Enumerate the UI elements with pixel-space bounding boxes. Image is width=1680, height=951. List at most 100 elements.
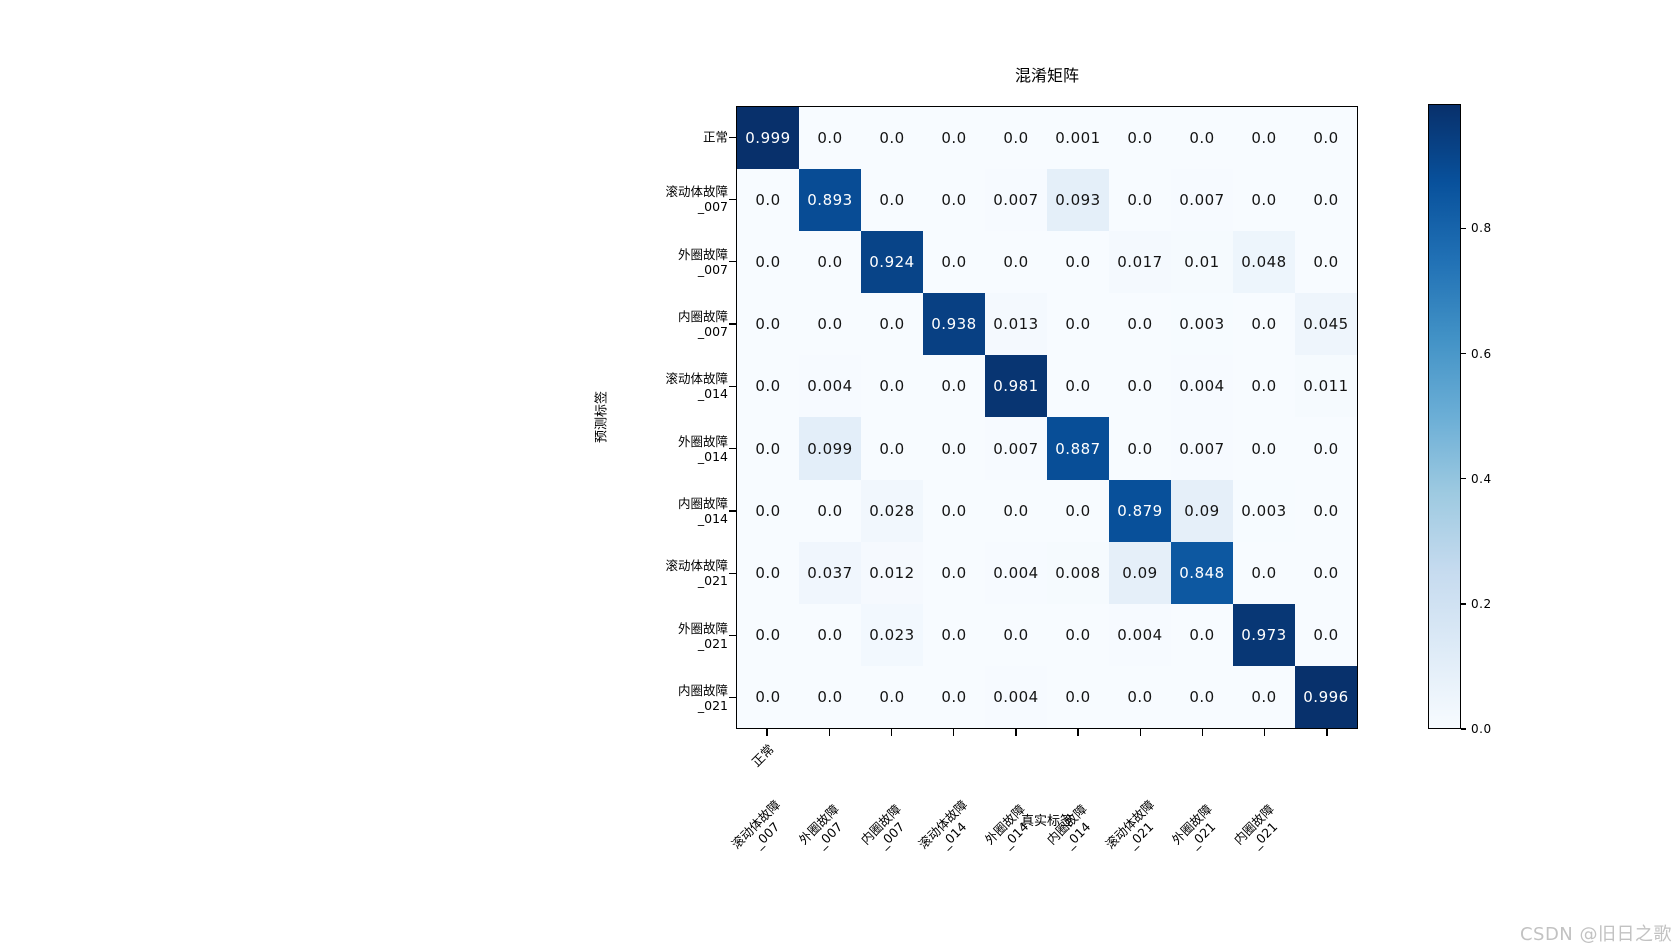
matrix-cell-r0c0: 0.999 [737, 107, 799, 170]
figure-title: 混淆矩阵 [1014, 66, 1079, 85]
matrix-cell-r3c7: 0.003 [1171, 293, 1233, 356]
matrix-cell-r0c4: 0.0 [985, 107, 1047, 170]
matrix-cell-r7c3: 0.0 [923, 541, 985, 604]
y-tick-label-5: 外圈故障 _014 [677, 433, 728, 464]
matrix-cell-r9c2: 0.0 [861, 665, 923, 728]
matrix-cell-r8c6: 0.004 [1109, 603, 1171, 666]
axis-tick [1264, 729, 1266, 736]
matrix-cell-r6c0: 0.0 [737, 479, 799, 542]
y-tick-label-3: 内圈故障 _007 [677, 309, 728, 340]
matrix-cell-r6c4: 0.0 [985, 479, 1047, 542]
matrix-cell-r1c9: 0.0 [1295, 169, 1357, 232]
colorbar-tick [1461, 478, 1466, 480]
matrix-cell-r5c2: 0.0 [861, 417, 923, 480]
matrix-cell-r5c3: 0.0 [923, 417, 985, 480]
matrix-cell-r2c4: 0.0 [985, 231, 1047, 294]
matrix-cell-r7c9: 0.0 [1295, 541, 1357, 604]
matrix-cell-r6c8: 0.003 [1233, 479, 1295, 542]
matrix-cell-r4c6: 0.0 [1109, 355, 1171, 418]
y-tick-label-9: 内圈故障 _021 [677, 682, 728, 713]
y-tick-label-4: 滚动体故障 _014 [665, 371, 728, 402]
colorbar-tick-label-3: 0.2 [1471, 596, 1492, 611]
matrix-cell-r8c1: 0.0 [799, 603, 861, 666]
matrix-cell-r1c8: 0.0 [1233, 169, 1295, 232]
matrix-cell-r1c4: 0.007 [985, 169, 1047, 232]
axis-tick [729, 323, 736, 325]
matrix-cell-r4c4: 0.981 [985, 355, 1047, 418]
matrix-cell-r8c2: 0.023 [861, 603, 923, 666]
matrix-cell-r6c3: 0.0 [923, 479, 985, 542]
colorbar-tick [1461, 603, 1466, 605]
matrix-cell-r3c1: 0.0 [799, 293, 861, 356]
colorbar-tick-label-1: 0.6 [1471, 346, 1492, 361]
matrix-cell-r5c9: 0.0 [1295, 417, 1357, 480]
matrix-cell-r5c0: 0.0 [737, 417, 799, 480]
matrix-cell-r3c4: 0.013 [985, 293, 1047, 356]
axis-tick [729, 572, 736, 574]
matrix-cell-r3c2: 0.0 [861, 293, 923, 356]
axis-tick [729, 198, 736, 201]
matrix-cell-r8c5: 0.0 [1047, 603, 1109, 666]
y-tick-label-0: 正常 [702, 129, 728, 145]
matrix-cell-r2c5: 0.0 [1047, 231, 1109, 294]
matrix-cell-r2c9: 0.0 [1295, 231, 1357, 294]
matrix-cell-r1c1: 0.893 [799, 169, 861, 232]
axis-tick [828, 729, 830, 736]
matrix-cell-r6c9: 0.0 [1295, 479, 1357, 542]
matrix-cell-r2c2: 0.924 [861, 231, 923, 294]
axis-tick [1015, 729, 1017, 736]
matrix-cell-r4c7: 0.004 [1171, 355, 1233, 418]
colorbar-tick-label-0: 0.8 [1471, 221, 1492, 236]
matrix-cell-r0c7: 0.0 [1171, 107, 1233, 170]
colorbar-tick-label-4: 0.0 [1471, 722, 1492, 736]
matrix-cell-r5c5: 0.887 [1047, 417, 1109, 480]
matrix-cell-r1c2: 0.0 [861, 169, 923, 232]
matrix-cell-r4c0: 0.0 [737, 355, 799, 418]
matrix-cell-r6c5: 0.0 [1047, 479, 1109, 542]
matrix-cell-r0c2: 0.0 [861, 107, 923, 170]
matrix-cell-r0c3: 0.0 [923, 107, 985, 170]
colorbar-tick [1461, 728, 1466, 730]
matrix-cell-r0c5: 0.001 [1047, 107, 1109, 170]
matrix-cell-r9c6: 0.0 [1109, 665, 1171, 728]
matrix-cell-r4c8: 0.0 [1233, 355, 1295, 418]
axis-tick [1077, 729, 1079, 736]
y-tick-label-6: 内圈故障 _014 [677, 495, 728, 526]
matrix-cell-r7c6: 0.09 [1109, 541, 1171, 604]
matrix-cell-r8c9: 0.0 [1295, 603, 1357, 666]
axis-tick [729, 448, 736, 450]
matrix-cell-r6c6: 0.879 [1109, 479, 1171, 542]
y-tick-label-7: 滚动体故障 _021 [665, 558, 728, 589]
matrix-cell-r4c2: 0.0 [861, 355, 923, 418]
axis-tick [729, 510, 736, 512]
watermark: CSDN @旧日之歌 [1519, 924, 1672, 945]
axis-tick [766, 729, 768, 736]
matrix-cell-r2c6: 0.017 [1109, 231, 1171, 294]
matrix-cell-r3c5: 0.0 [1047, 293, 1109, 356]
matrix-cell-r9c0: 0.0 [737, 665, 799, 728]
matrix-cell-r3c8: 0.0 [1233, 293, 1295, 356]
matrix-cell-r4c3: 0.0 [923, 355, 985, 418]
matrix-cell-r1c6: 0.0 [1109, 169, 1171, 232]
axis-tick [729, 261, 736, 263]
matrix-cell-r8c0: 0.0 [737, 603, 799, 666]
matrix-cell-r5c1: 0.099 [799, 417, 861, 480]
matrix-cell-r2c1: 0.0 [799, 231, 861, 294]
matrix-cell-r3c3: 0.938 [923, 293, 985, 356]
axis-tick [953, 729, 955, 736]
matrix-cell-r9c5: 0.0 [1047, 665, 1109, 728]
matrix-cell-r7c4: 0.004 [985, 541, 1047, 604]
matrix-cell-r2c3: 0.0 [923, 231, 985, 294]
matrix-cell-r9c7: 0.0 [1171, 665, 1233, 728]
y-tick-label-1: 滚动体故障 _007 [665, 184, 728, 215]
colorbar-tick-label-2: 0.4 [1471, 471, 1492, 486]
matrix-cell-r2c7: 0.01 [1171, 231, 1233, 294]
matrix-cell-r5c8: 0.0 [1233, 417, 1295, 480]
matrix-cell-r1c7: 0.007 [1171, 169, 1233, 232]
matrix-cell-r8c8: 0.973 [1233, 603, 1295, 666]
y-tick-label-8: 外圈故障 _021 [677, 620, 728, 651]
matrix-cell-r7c8: 0.0 [1233, 541, 1295, 604]
colorbar-tick [1461, 352, 1466, 355]
matrix-cell-r3c9: 0.045 [1295, 293, 1357, 356]
